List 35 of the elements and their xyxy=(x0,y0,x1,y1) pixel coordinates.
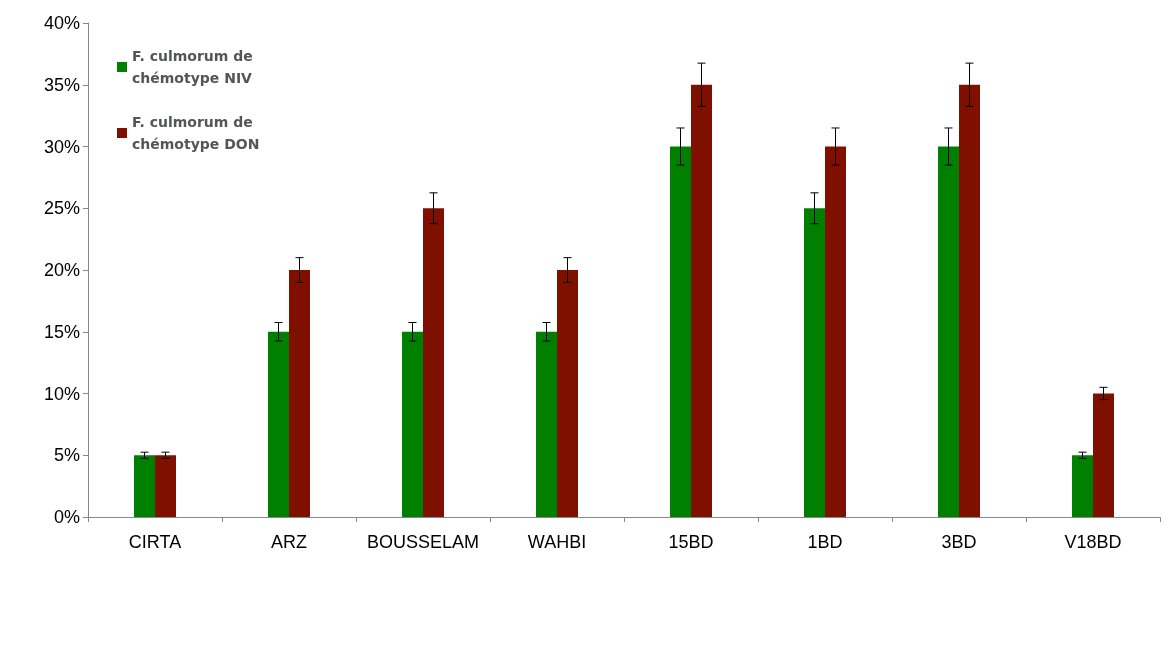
bar xyxy=(691,84,712,517)
y-tick-label: 35% xyxy=(43,74,80,95)
bar xyxy=(557,270,578,517)
y-tick-label: 20% xyxy=(43,260,80,280)
bar xyxy=(134,455,155,517)
x-tick-label: BOUSSELAM xyxy=(366,532,480,552)
legend-label: F. culmorum de chémotype DON xyxy=(132,114,260,152)
bar xyxy=(155,455,176,517)
bar xyxy=(1093,393,1114,517)
bar xyxy=(268,331,289,517)
bar xyxy=(938,146,959,517)
bar xyxy=(1072,455,1093,517)
bar xyxy=(289,270,310,517)
x-tick-label: ARZ xyxy=(271,532,307,552)
legend-label: F. culmorum de chémotype NIV xyxy=(132,48,253,86)
y-tick-label: 40% xyxy=(43,13,80,33)
bar xyxy=(670,146,691,517)
bar xyxy=(536,331,557,517)
x-tick-label: 3BD xyxy=(941,532,977,552)
bar xyxy=(825,146,846,517)
x-tick-label: 1BD xyxy=(807,532,843,552)
x-tick-label: CIRTA xyxy=(128,532,182,552)
y-tick-label: 0% xyxy=(53,507,80,527)
bar xyxy=(804,208,825,517)
x-tick-label: V18BD xyxy=(1064,532,1122,552)
x-tick-label: 15BD xyxy=(668,532,714,552)
y-tick-label: 30% xyxy=(43,136,80,157)
y-tick-label: 25% xyxy=(43,198,80,219)
y-tick-label: 10% xyxy=(43,383,80,404)
bar xyxy=(423,208,444,517)
bar xyxy=(959,84,980,517)
y-tick-label: 5% xyxy=(53,445,80,466)
x-tick-label: WAHBI xyxy=(527,532,587,552)
y-tick-label: 15% xyxy=(43,321,80,342)
bar xyxy=(402,331,423,517)
